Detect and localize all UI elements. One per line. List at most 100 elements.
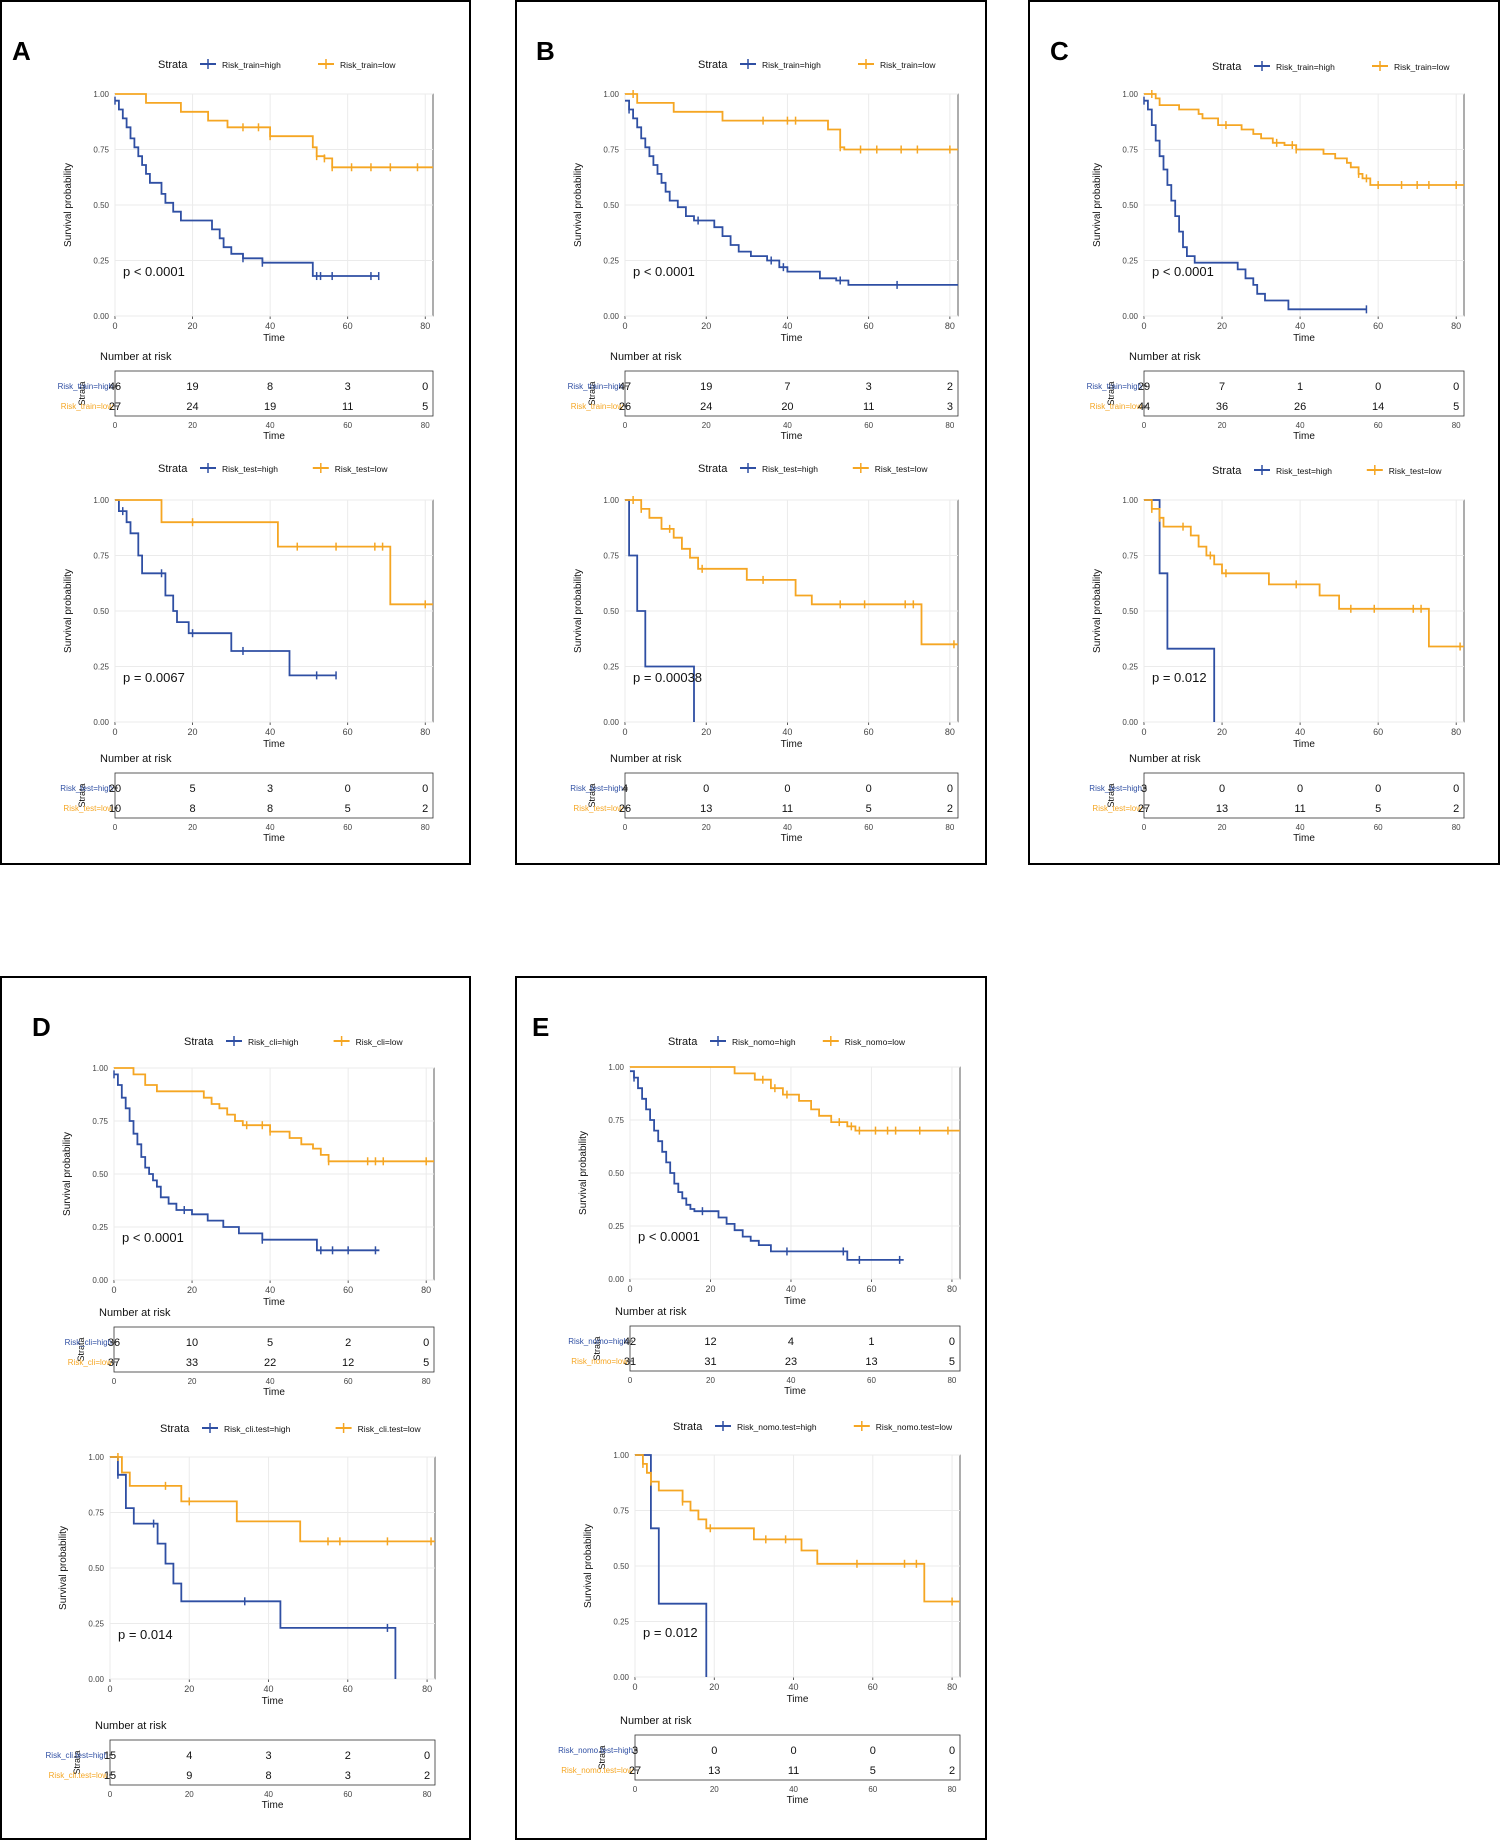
legend-entry: Risk_test=low [335,464,389,474]
risk-value: 26 [1294,401,1306,413]
risk-value: 0 [711,1745,717,1757]
risk-x-axis-label: Time [1293,833,1315,844]
risk-strata-label: Strata [597,1745,607,1769]
legend-entry: Risk_test=low [875,464,929,474]
y-axis-label: Survival probability [1092,163,1103,247]
p-value-label: p < 0.0001 [638,1229,700,1244]
risk-value: 8 [189,803,195,815]
risk-value: 19 [264,401,276,413]
y-tick-label: 1.00 [93,496,109,505]
legend-entry: Risk_test=low [1389,466,1443,476]
risk-value: 3 [345,381,351,393]
risk-x-tick-label: 20 [702,421,711,430]
x-tick-label: 20 [1217,321,1227,331]
x-axis-label: Time [781,739,803,750]
p-value-label: p = 0.014 [118,1627,173,1642]
risk-x-tick-label: 60 [343,823,352,832]
panel-frame-e [515,976,987,1840]
risk-value: 5 [866,803,872,815]
survival-curve-low [110,1456,435,1543]
risk-x-tick-label: 0 [623,421,628,430]
risk-value: 7 [1219,381,1225,393]
x-tick-label: 40 [782,321,792,331]
risk-row-label: Risk_train=high [1087,382,1142,391]
x-tick-label: 60 [343,321,353,331]
risk-value: 4 [788,1336,794,1348]
risk-x-tick-label: 60 [343,1790,352,1799]
y-tick-label: 0.75 [1122,146,1138,155]
y-axis-label: Survival probability [63,163,74,247]
y-axis-label: Survival probability [63,569,74,653]
x-tick-label: 60 [343,1285,353,1295]
risk-value: 4 [622,783,628,795]
risk-x-tick-label: 60 [344,1377,353,1386]
x-tick-label: 20 [188,321,198,331]
risk-x-tick-label: 20 [706,1376,715,1385]
risk-value: 31 [624,1356,636,1368]
survival-curve-low [1144,93,1464,186]
survival-curve-low [115,499,433,606]
risk-x-tick-label: 0 [623,823,628,832]
x-axis-label: Time [1293,333,1315,344]
risk-value: 11 [342,401,353,413]
legend-entry: Risk_test=high [1276,466,1332,476]
x-tick-label: 80 [945,321,955,331]
x-tick-label: 40 [1295,321,1305,331]
survival-curve-high [115,99,379,277]
risk-value: 7 [784,381,790,393]
risk-value: 27 [1138,803,1150,815]
risk-x-tick-label: 80 [947,1376,956,1385]
risk-value: 29 [1138,381,1150,393]
risk-x-tick-label: 20 [702,823,711,832]
risk-x-tick-label: 40 [783,823,792,832]
risk-row-label: Risk_nomo.test=high [558,1746,633,1755]
risk-table-box [634,1734,961,1781]
x-tick-label: 60 [866,1284,876,1294]
risk-row-label: Risk_train=low [571,402,623,411]
panel-letter: E [532,1012,549,1042]
risk-x-axis-label: Time [781,431,803,442]
risk-table-title: Number at risk [95,1720,167,1732]
y-tick-label: 1.00 [603,90,619,99]
legend-title: Strata [160,1423,190,1435]
risk-value: 0 [1375,783,1381,795]
legend-entry: Risk_train=low [880,60,936,70]
risk-value: 24 [700,401,712,413]
x-axis-label: Time [1293,739,1315,750]
risk-x-tick-label: 60 [864,823,873,832]
legend-title: Strata [698,463,728,475]
risk-table-box [114,370,434,417]
x-tick-label: 60 [868,1682,878,1692]
y-tick-label: 0.25 [603,663,619,672]
x-tick-label: 80 [422,1684,432,1694]
risk-x-tick-label: 60 [864,421,873,430]
risk-value: 20 [781,401,793,413]
risk-x-tick-label: 20 [185,1790,194,1799]
risk-value: 0 [1375,381,1381,393]
survival-curve-high [114,1073,380,1252]
risk-value: 0 [1219,783,1225,795]
x-tick-label: 0 [111,1285,116,1295]
risk-value: 26 [619,803,631,815]
y-tick-label: 0.50 [92,1170,108,1179]
survival-curve-low [630,1066,960,1132]
x-tick-label: 0 [622,321,627,331]
x-tick-label: 0 [632,1682,637,1692]
y-tick-label: 0.00 [88,1675,104,1684]
risk-value: 27 [629,1765,641,1777]
risk-table-title: Number at risk [610,351,682,363]
risk-value: 1 [1297,381,1303,393]
km-chart-e2: Strata Risk_nomo.test=high Risk_nomo.test=… [558,1421,961,1806]
risk-value: 19 [186,381,198,393]
risk-strata-label: Strata [77,783,87,807]
y-tick-label: 1.00 [608,1063,624,1072]
p-value-label: p = 0.0067 [123,670,185,685]
risk-value: 0 [947,783,953,795]
risk-x-axis-label: Time [263,1387,285,1398]
risk-value: 0 [949,1336,955,1348]
p-value-label: p < 0.0001 [122,1230,184,1245]
risk-row-label: Risk_cli.test=high [46,1751,108,1760]
